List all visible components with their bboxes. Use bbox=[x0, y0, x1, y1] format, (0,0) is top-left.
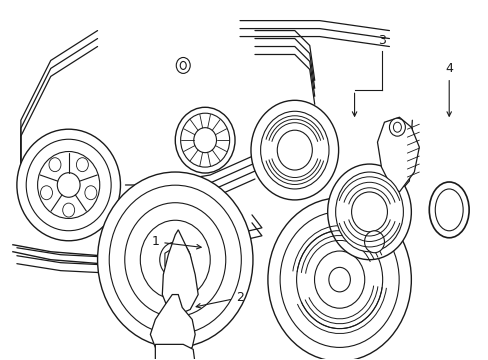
Ellipse shape bbox=[57, 173, 80, 197]
Polygon shape bbox=[162, 230, 198, 315]
Ellipse shape bbox=[260, 111, 328, 189]
Ellipse shape bbox=[180, 113, 229, 167]
Ellipse shape bbox=[267, 198, 410, 360]
Polygon shape bbox=[164, 247, 185, 273]
Text: 4: 4 bbox=[445, 62, 452, 116]
Ellipse shape bbox=[351, 192, 386, 232]
Ellipse shape bbox=[175, 107, 235, 173]
Ellipse shape bbox=[17, 129, 120, 241]
Ellipse shape bbox=[388, 118, 405, 136]
Text: 2: 2 bbox=[196, 291, 244, 308]
Ellipse shape bbox=[428, 182, 468, 238]
Ellipse shape bbox=[280, 212, 398, 347]
Ellipse shape bbox=[41, 186, 52, 200]
Ellipse shape bbox=[434, 189, 462, 231]
Ellipse shape bbox=[327, 164, 410, 260]
Ellipse shape bbox=[98, 172, 252, 347]
Ellipse shape bbox=[85, 186, 97, 200]
Ellipse shape bbox=[76, 158, 88, 172]
Ellipse shape bbox=[328, 267, 350, 292]
Ellipse shape bbox=[180, 62, 186, 69]
Ellipse shape bbox=[49, 158, 61, 172]
Polygon shape bbox=[377, 117, 419, 192]
Ellipse shape bbox=[176, 58, 190, 73]
Ellipse shape bbox=[193, 128, 216, 153]
Ellipse shape bbox=[335, 172, 403, 252]
Text: 1: 1 bbox=[151, 235, 201, 249]
Ellipse shape bbox=[124, 203, 225, 317]
Ellipse shape bbox=[277, 130, 312, 170]
Ellipse shape bbox=[38, 152, 100, 219]
Polygon shape bbox=[155, 345, 195, 360]
Ellipse shape bbox=[296, 231, 382, 329]
Polygon shape bbox=[150, 294, 195, 354]
Ellipse shape bbox=[250, 100, 338, 200]
Text: 3: 3 bbox=[378, 34, 386, 47]
Ellipse shape bbox=[109, 185, 241, 334]
Ellipse shape bbox=[364, 231, 384, 253]
Ellipse shape bbox=[62, 203, 75, 217]
Ellipse shape bbox=[26, 139, 111, 231]
Ellipse shape bbox=[160, 242, 190, 277]
Ellipse shape bbox=[393, 122, 401, 132]
Ellipse shape bbox=[314, 251, 364, 308]
Ellipse shape bbox=[140, 220, 210, 299]
